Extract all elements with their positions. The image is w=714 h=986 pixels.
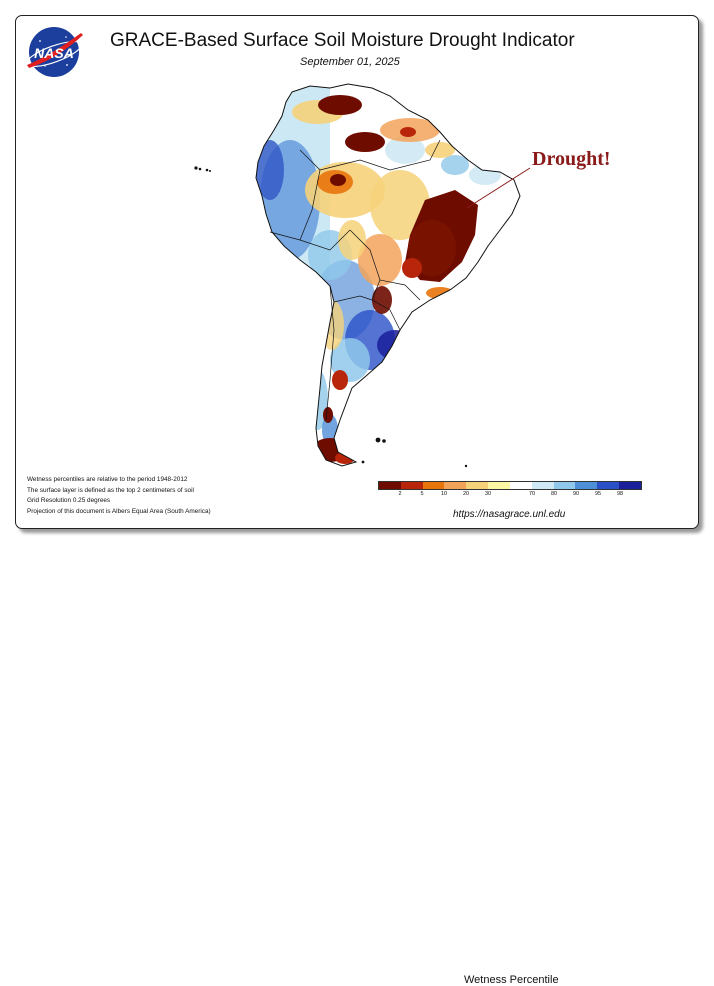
legend-tick: 5 bbox=[420, 491, 424, 497]
nasa-wordmark: NASA bbox=[34, 45, 74, 61]
legend-swatch bbox=[488, 482, 510, 489]
drought-callout: Drought! bbox=[532, 148, 611, 170]
legend-swatch bbox=[466, 482, 489, 489]
note-line: The surface layer is defined as the top … bbox=[27, 486, 194, 494]
legend-swatch bbox=[509, 482, 532, 489]
callout-pointer bbox=[466, 167, 531, 209]
map-notes: Wetness percentiles are relative to the … bbox=[27, 475, 211, 517]
legend-tick: 80 bbox=[550, 491, 558, 497]
legend-tick: 10 bbox=[440, 491, 448, 497]
map-title: GRACE-Based Surface Soil Moisture Drough… bbox=[110, 30, 575, 51]
legend-swatch bbox=[400, 482, 423, 489]
legend-swatch bbox=[553, 482, 576, 489]
legend-tick: 90 bbox=[572, 491, 580, 497]
legend-tick: 20 bbox=[462, 491, 470, 497]
south-america-map bbox=[194, 83, 531, 468]
legend-colorbar bbox=[378, 481, 642, 490]
map-date: September 01, 2025 bbox=[300, 56, 400, 68]
nasa-logo: NASA bbox=[26, 27, 83, 77]
note-line: Wetness percentiles are relative to the … bbox=[27, 476, 188, 483]
country-borders bbox=[269, 139, 441, 421]
legend-swatch bbox=[597, 482, 620, 489]
legend-tick: 70 bbox=[528, 491, 536, 497]
moisture-field bbox=[256, 84, 501, 464]
legend-ticks: 2 5 10 20 30 70 80 90 95 98 bbox=[378, 490, 642, 499]
legend-swatch bbox=[422, 482, 445, 489]
legend-tick: 95 bbox=[594, 491, 602, 497]
legend-tick: 2 bbox=[398, 491, 402, 497]
legend-swatch bbox=[575, 482, 598, 489]
wetness-legend: 2 5 10 20 30 70 80 90 95 98 Wetness Perc… bbox=[378, 481, 642, 986]
legend-tick: 30 bbox=[484, 491, 492, 497]
note-line: Grid Resolution 0.25 degrees bbox=[27, 497, 111, 504]
note-line: Projection of this document is Albers Eq… bbox=[27, 507, 211, 515]
legend-tick: 98 bbox=[616, 491, 624, 497]
legend-swatch bbox=[379, 482, 401, 489]
legend-swatch bbox=[531, 482, 554, 489]
legend-title: Wetness Percentile bbox=[464, 974, 559, 986]
legend-swatch bbox=[444, 482, 467, 489]
offshore-islands bbox=[194, 166, 468, 468]
source-url: https://nasagrace.unl.edu bbox=[453, 509, 566, 520]
legend-swatch bbox=[619, 482, 641, 489]
